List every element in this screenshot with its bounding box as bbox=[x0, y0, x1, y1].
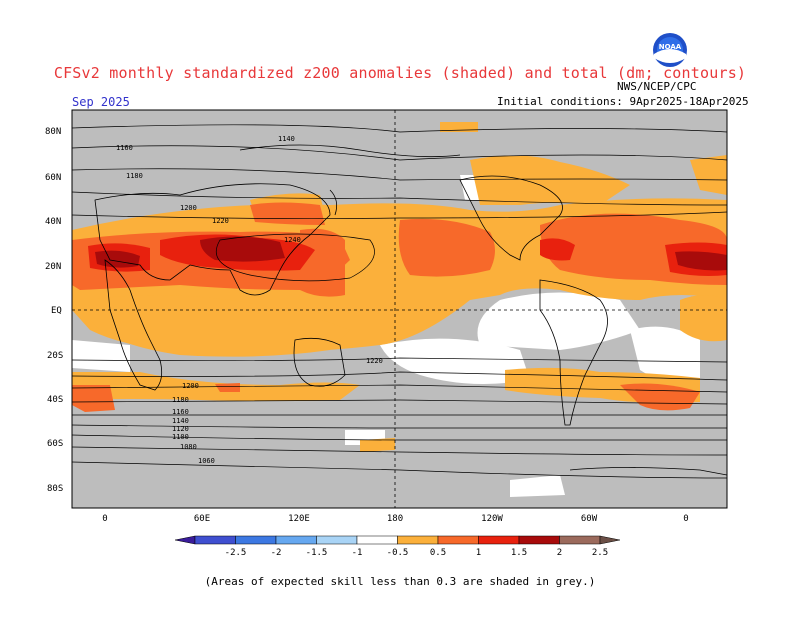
colorbar-swatch bbox=[316, 535, 358, 545]
lat-label: 80N bbox=[45, 127, 61, 137]
contour-label: 1120 bbox=[172, 425, 189, 433]
anomaly-2-2.5 bbox=[95, 236, 727, 271]
contour-label: 1160 bbox=[116, 144, 133, 152]
contour-label: 1180 bbox=[172, 396, 189, 404]
lon-label: 180 bbox=[387, 514, 403, 524]
lon-label: 120W bbox=[481, 514, 503, 524]
lat-label: EQ bbox=[51, 306, 62, 316]
coastlines bbox=[94, 144, 727, 476]
colorbar-swatch bbox=[275, 535, 317, 545]
colorbar-arrow-right bbox=[599, 535, 621, 545]
lon-label: 60E bbox=[194, 514, 210, 524]
lon-label: 0 bbox=[102, 514, 107, 524]
neutral-regions bbox=[72, 175, 700, 497]
lon-label: 120E bbox=[288, 514, 310, 524]
lat-label: 20S bbox=[47, 351, 63, 361]
noaa-logo: NOAA bbox=[653, 33, 687, 67]
colorbar-label: -2 bbox=[271, 548, 282, 558]
colorbar-label: 2.5 bbox=[592, 548, 608, 558]
footnote: (Areas of expected skill less than 0.3 a… bbox=[204, 575, 596, 588]
contour-label: 1220 bbox=[366, 357, 383, 365]
contour-label: 1140 bbox=[278, 135, 295, 143]
contour-labels: 1140 1160 1180 1200 1220 1240 1220 1200 … bbox=[116, 135, 383, 465]
colorbar: -2.5 -2 -1.5 -1 -0.5 0.5 1 1.5 2 2.5 bbox=[174, 535, 621, 558]
colorbar-swatch bbox=[235, 535, 277, 545]
logo-text: NOAA bbox=[659, 43, 682, 51]
contour-label: 1200 bbox=[182, 382, 199, 390]
lat-label: 20N bbox=[45, 262, 61, 272]
latitude-axis: 80N 60N 40N 20N EQ 20S 40S 60S 80S bbox=[45, 127, 63, 494]
contour-label: 1200 bbox=[180, 204, 197, 212]
contour-label: 1240 bbox=[284, 236, 301, 244]
lat-label: 40S bbox=[47, 395, 63, 405]
lat-label: 60N bbox=[45, 173, 61, 183]
longitude-axis: 0 60E 120E 180 120W 60W 0 bbox=[102, 514, 688, 524]
contour-label: 1160 bbox=[172, 408, 189, 416]
colorbar-label: -1 bbox=[352, 548, 363, 558]
agency-label: NWS/NCEP/CPC bbox=[617, 80, 697, 93]
colorbar-label: 2 bbox=[557, 548, 562, 558]
initial-conditions: Initial conditions: 9Apr2025-18Apr2025 bbox=[497, 95, 749, 108]
lon-label: 60W bbox=[581, 514, 598, 524]
target-month: Sep 2025 bbox=[72, 95, 130, 109]
map-title: CFSv2 monthly standardized z200 anomalie… bbox=[53, 64, 747, 82]
colorbar-label: 0.5 bbox=[430, 548, 446, 558]
contour-label: 1080 bbox=[180, 443, 197, 451]
colorbar-arrow-left bbox=[174, 535, 196, 545]
colorbar-swatch bbox=[559, 535, 601, 545]
colorbar-label: 1 bbox=[476, 548, 481, 558]
lon-label: 0 bbox=[683, 514, 688, 524]
contour-label: 1220 bbox=[212, 217, 229, 225]
contour-label: 1140 bbox=[172, 417, 189, 425]
colorbar-swatch bbox=[194, 535, 236, 545]
lat-label: 40N bbox=[45, 217, 61, 227]
colorbar-label: -2.5 bbox=[225, 548, 247, 558]
colorbar-label: 1.5 bbox=[511, 548, 527, 558]
colorbar-swatch bbox=[437, 535, 479, 545]
contour-label: 1100 bbox=[172, 433, 189, 441]
contour-label: 1060 bbox=[198, 457, 215, 465]
map-frame bbox=[71, 109, 728, 509]
colorbar-label: -1.5 bbox=[306, 548, 328, 558]
colorbar-swatch bbox=[397, 535, 439, 545]
colorbar-swatch bbox=[518, 535, 560, 545]
lat-label: 60S bbox=[47, 439, 63, 449]
colorbar-swatch bbox=[356, 535, 398, 545]
colorbar-label: -0.5 bbox=[387, 548, 409, 558]
height-contours bbox=[72, 124, 727, 479]
colorbar-swatch bbox=[478, 535, 520, 545]
contour-label: 1180 bbox=[126, 172, 143, 180]
lat-label: 80S bbox=[47, 484, 63, 494]
